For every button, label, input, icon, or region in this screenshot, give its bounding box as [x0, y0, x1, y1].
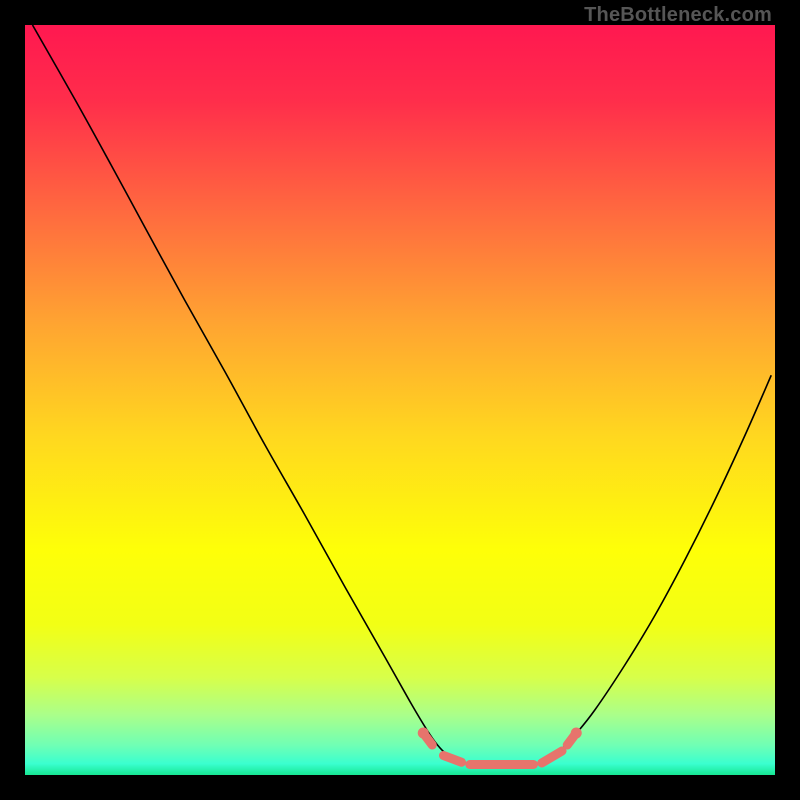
plot-area [25, 25, 775, 775]
chart-frame: TheBottleneck.com [0, 0, 800, 800]
marker-segment [444, 756, 462, 763]
marker-segment [542, 751, 562, 763]
marker-dot [571, 728, 582, 739]
curve-layer [25, 25, 775, 775]
bottom-markers [418, 728, 582, 765]
marker-dot [418, 728, 429, 739]
bottleneck-curve [33, 25, 772, 767]
watermark-text: TheBottleneck.com [584, 4, 772, 27]
